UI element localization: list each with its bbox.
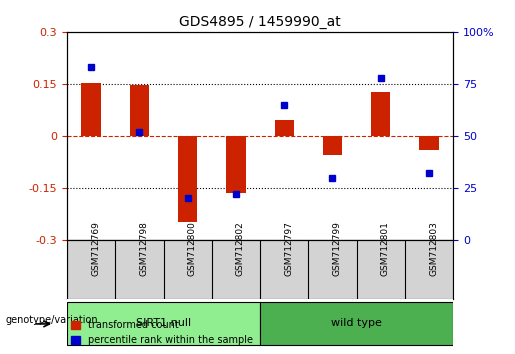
Text: GSM712803: GSM712803 xyxy=(429,221,438,276)
Bar xyxy=(419,136,439,150)
Text: GSM712802: GSM712802 xyxy=(236,222,245,276)
Legend: transformed count, percentile rank within the sample: transformed count, percentile rank withi… xyxy=(66,316,257,349)
Bar xyxy=(130,85,149,136)
Text: GSM712801: GSM712801 xyxy=(381,221,390,276)
Text: GSM712797: GSM712797 xyxy=(284,221,293,276)
Text: GSM712800: GSM712800 xyxy=(187,221,197,276)
Text: GSM712799: GSM712799 xyxy=(333,221,341,276)
FancyBboxPatch shape xyxy=(67,302,260,344)
Bar xyxy=(81,83,101,136)
Bar xyxy=(323,136,342,155)
Bar xyxy=(371,91,390,136)
Text: GSM712769: GSM712769 xyxy=(91,221,100,276)
Title: GDS4895 / 1459990_at: GDS4895 / 1459990_at xyxy=(179,16,341,29)
Bar xyxy=(226,136,246,193)
Bar xyxy=(274,120,294,136)
Text: GSM712798: GSM712798 xyxy=(140,221,148,276)
Text: SIRT1 null: SIRT1 null xyxy=(136,318,191,328)
Text: genotype/variation: genotype/variation xyxy=(5,315,98,325)
FancyBboxPatch shape xyxy=(260,302,453,344)
Text: wild type: wild type xyxy=(331,318,382,328)
Bar xyxy=(178,136,197,222)
